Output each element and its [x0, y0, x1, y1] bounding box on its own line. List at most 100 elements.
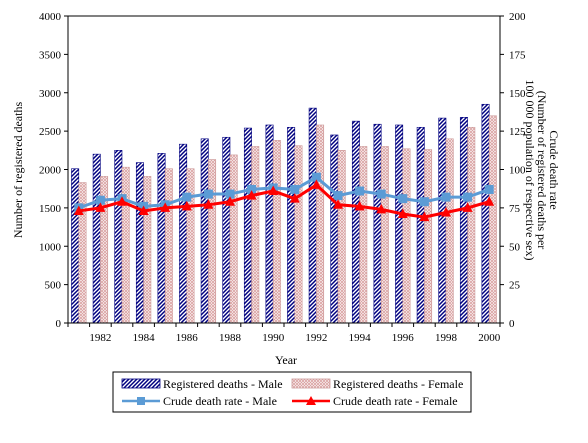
y2-axis-title-line-3: 100 000 population of respective sex): [523, 80, 537, 261]
point-female-1996: [397, 208, 408, 219]
y-tick-label: 2500: [39, 126, 62, 138]
point-female-1991: [289, 193, 300, 203]
x-axis-title: Year: [275, 353, 297, 367]
point-female-1981: [73, 205, 84, 215]
point-female-1986: [181, 200, 192, 211]
bar-female-1989: [251, 146, 260, 324]
point-male-1998: [441, 192, 451, 202]
plot-area: [68, 16, 500, 323]
y2-tick-label: 0: [509, 318, 515, 330]
bar-male-1992: [308, 107, 317, 324]
legend: Registered deaths - Male Registered deat…: [112, 371, 472, 413]
point-female-1999: [462, 202, 473, 212]
bar-female-1983: [121, 166, 130, 324]
y-ticks: 0 500 1000 1500 2000 2500 3000 3500 4000: [39, 11, 68, 330]
x-tick-label: 1986: [176, 332, 199, 344]
bar-male-1990: [265, 124, 274, 324]
bar-female-1986: [186, 168, 195, 324]
x-tick-label: 1998: [435, 332, 458, 344]
line-female-death-rate: [78, 182, 490, 219]
point-female-1992: [311, 179, 322, 189]
point-female-1987: [203, 199, 214, 209]
x-tick-label: 1992: [305, 332, 327, 344]
bar-female-1988: [229, 154, 238, 324]
x-ticks: 1982 1984 1986 1988 1990 1992 1994 1996 1998 2000: [67, 323, 501, 344]
y-tick-label: 1000: [39, 241, 62, 253]
point-female-1997: [419, 211, 430, 222]
bar-layer: [71, 103, 497, 324]
legend-label-male-bars: Registered deaths - Male: [163, 377, 283, 391]
bar-female-1987: [208, 159, 217, 324]
point-male-1999: [463, 192, 473, 202]
point-female-1993: [333, 199, 343, 209]
bar-female-1990: [272, 140, 281, 324]
y2-tick-label: 100: [509, 165, 526, 177]
bar-male-1998: [438, 117, 447, 324]
legend-swatch-male-bars: [121, 378, 161, 389]
bar-male-1985: [157, 153, 166, 324]
bar-female-1991: [294, 145, 303, 324]
bar-female-1996: [402, 148, 411, 324]
point-male-1986: [182, 192, 192, 202]
point-male-1994: [355, 186, 365, 196]
bar-female-1993: [337, 150, 346, 324]
point-female-1995: [376, 203, 387, 214]
x-tick-label: 1982: [89, 332, 111, 344]
bar-female-1997: [424, 149, 433, 324]
x-tick-label: 1990: [262, 332, 285, 344]
bar-female-1985: [164, 168, 173, 324]
point-female-1998: [441, 206, 451, 217]
y2-tick-label: 200: [509, 11, 526, 23]
point-female-1985: [160, 202, 171, 212]
y-tick-label: 3000: [39, 88, 62, 100]
y2-tick-label: 50: [509, 241, 521, 253]
legend-marker-female-line: [306, 396, 316, 405]
point-male-1987: [203, 189, 213, 199]
y2-tick-label: 25: [509, 280, 521, 292]
x-tick-label: 2000: [478, 332, 501, 344]
bar-female-1984: [143, 176, 152, 324]
point-male-1992: [311, 172, 321, 182]
bar-male-1997: [416, 126, 425, 324]
y-tick-label: 1500: [39, 203, 62, 215]
y-axis-title: Number of registered deaths: [11, 102, 25, 239]
bar-male-1993: [330, 134, 339, 324]
point-female-1994: [354, 200, 365, 211]
bar-male-1981: [71, 168, 80, 324]
point-male-1993: [333, 191, 343, 201]
point-male-1997: [419, 197, 429, 207]
y2-axis-title-line-2: (Number of registered deaths per: [535, 91, 549, 250]
point-male-1988: [225, 189, 235, 199]
bar-male-1989: [243, 127, 252, 324]
y2-tick-label: 125: [509, 126, 526, 138]
line-layer: [73, 172, 495, 222]
bar-female-1998: [445, 138, 454, 324]
point-male-2000: [484, 184, 494, 194]
legend-label-female-bars: Registered deaths - Female: [333, 377, 463, 391]
y2-tick-label: 75: [509, 203, 521, 215]
y-tick-label: 4000: [39, 11, 62, 23]
y2-tick-label: 150: [509, 88, 526, 100]
bar-female-1999: [467, 126, 476, 324]
bar-male-1991: [287, 126, 296, 324]
y-tick-label: 3500: [39, 49, 62, 61]
point-female-1984: [138, 205, 149, 215]
point-female-1982: [95, 202, 106, 212]
bar-male-1988: [222, 136, 231, 324]
x-tick-label: 1988: [219, 332, 242, 344]
x-tick-label: 1996: [392, 332, 415, 344]
bar-male-1982: [92, 153, 101, 324]
point-male-1991: [290, 184, 300, 194]
bar-female-1995: [380, 146, 389, 324]
bar-male-1987: [200, 138, 209, 324]
point-male-1996: [398, 194, 408, 204]
bar-female-1992: [316, 124, 325, 324]
y2-tick-label: 175: [509, 49, 526, 61]
bar-male-1994: [351, 120, 360, 324]
point-female-1988: [225, 196, 235, 206]
y2-ticks: 0 25 50 75 100 125 150 175 200: [500, 11, 526, 330]
y2-axis-title-line-1: Crude death rate: [547, 130, 561, 209]
bar-female-2000: [488, 115, 497, 324]
bar-male-1995: [373, 123, 382, 324]
y-tick-label: 2000: [39, 165, 62, 177]
